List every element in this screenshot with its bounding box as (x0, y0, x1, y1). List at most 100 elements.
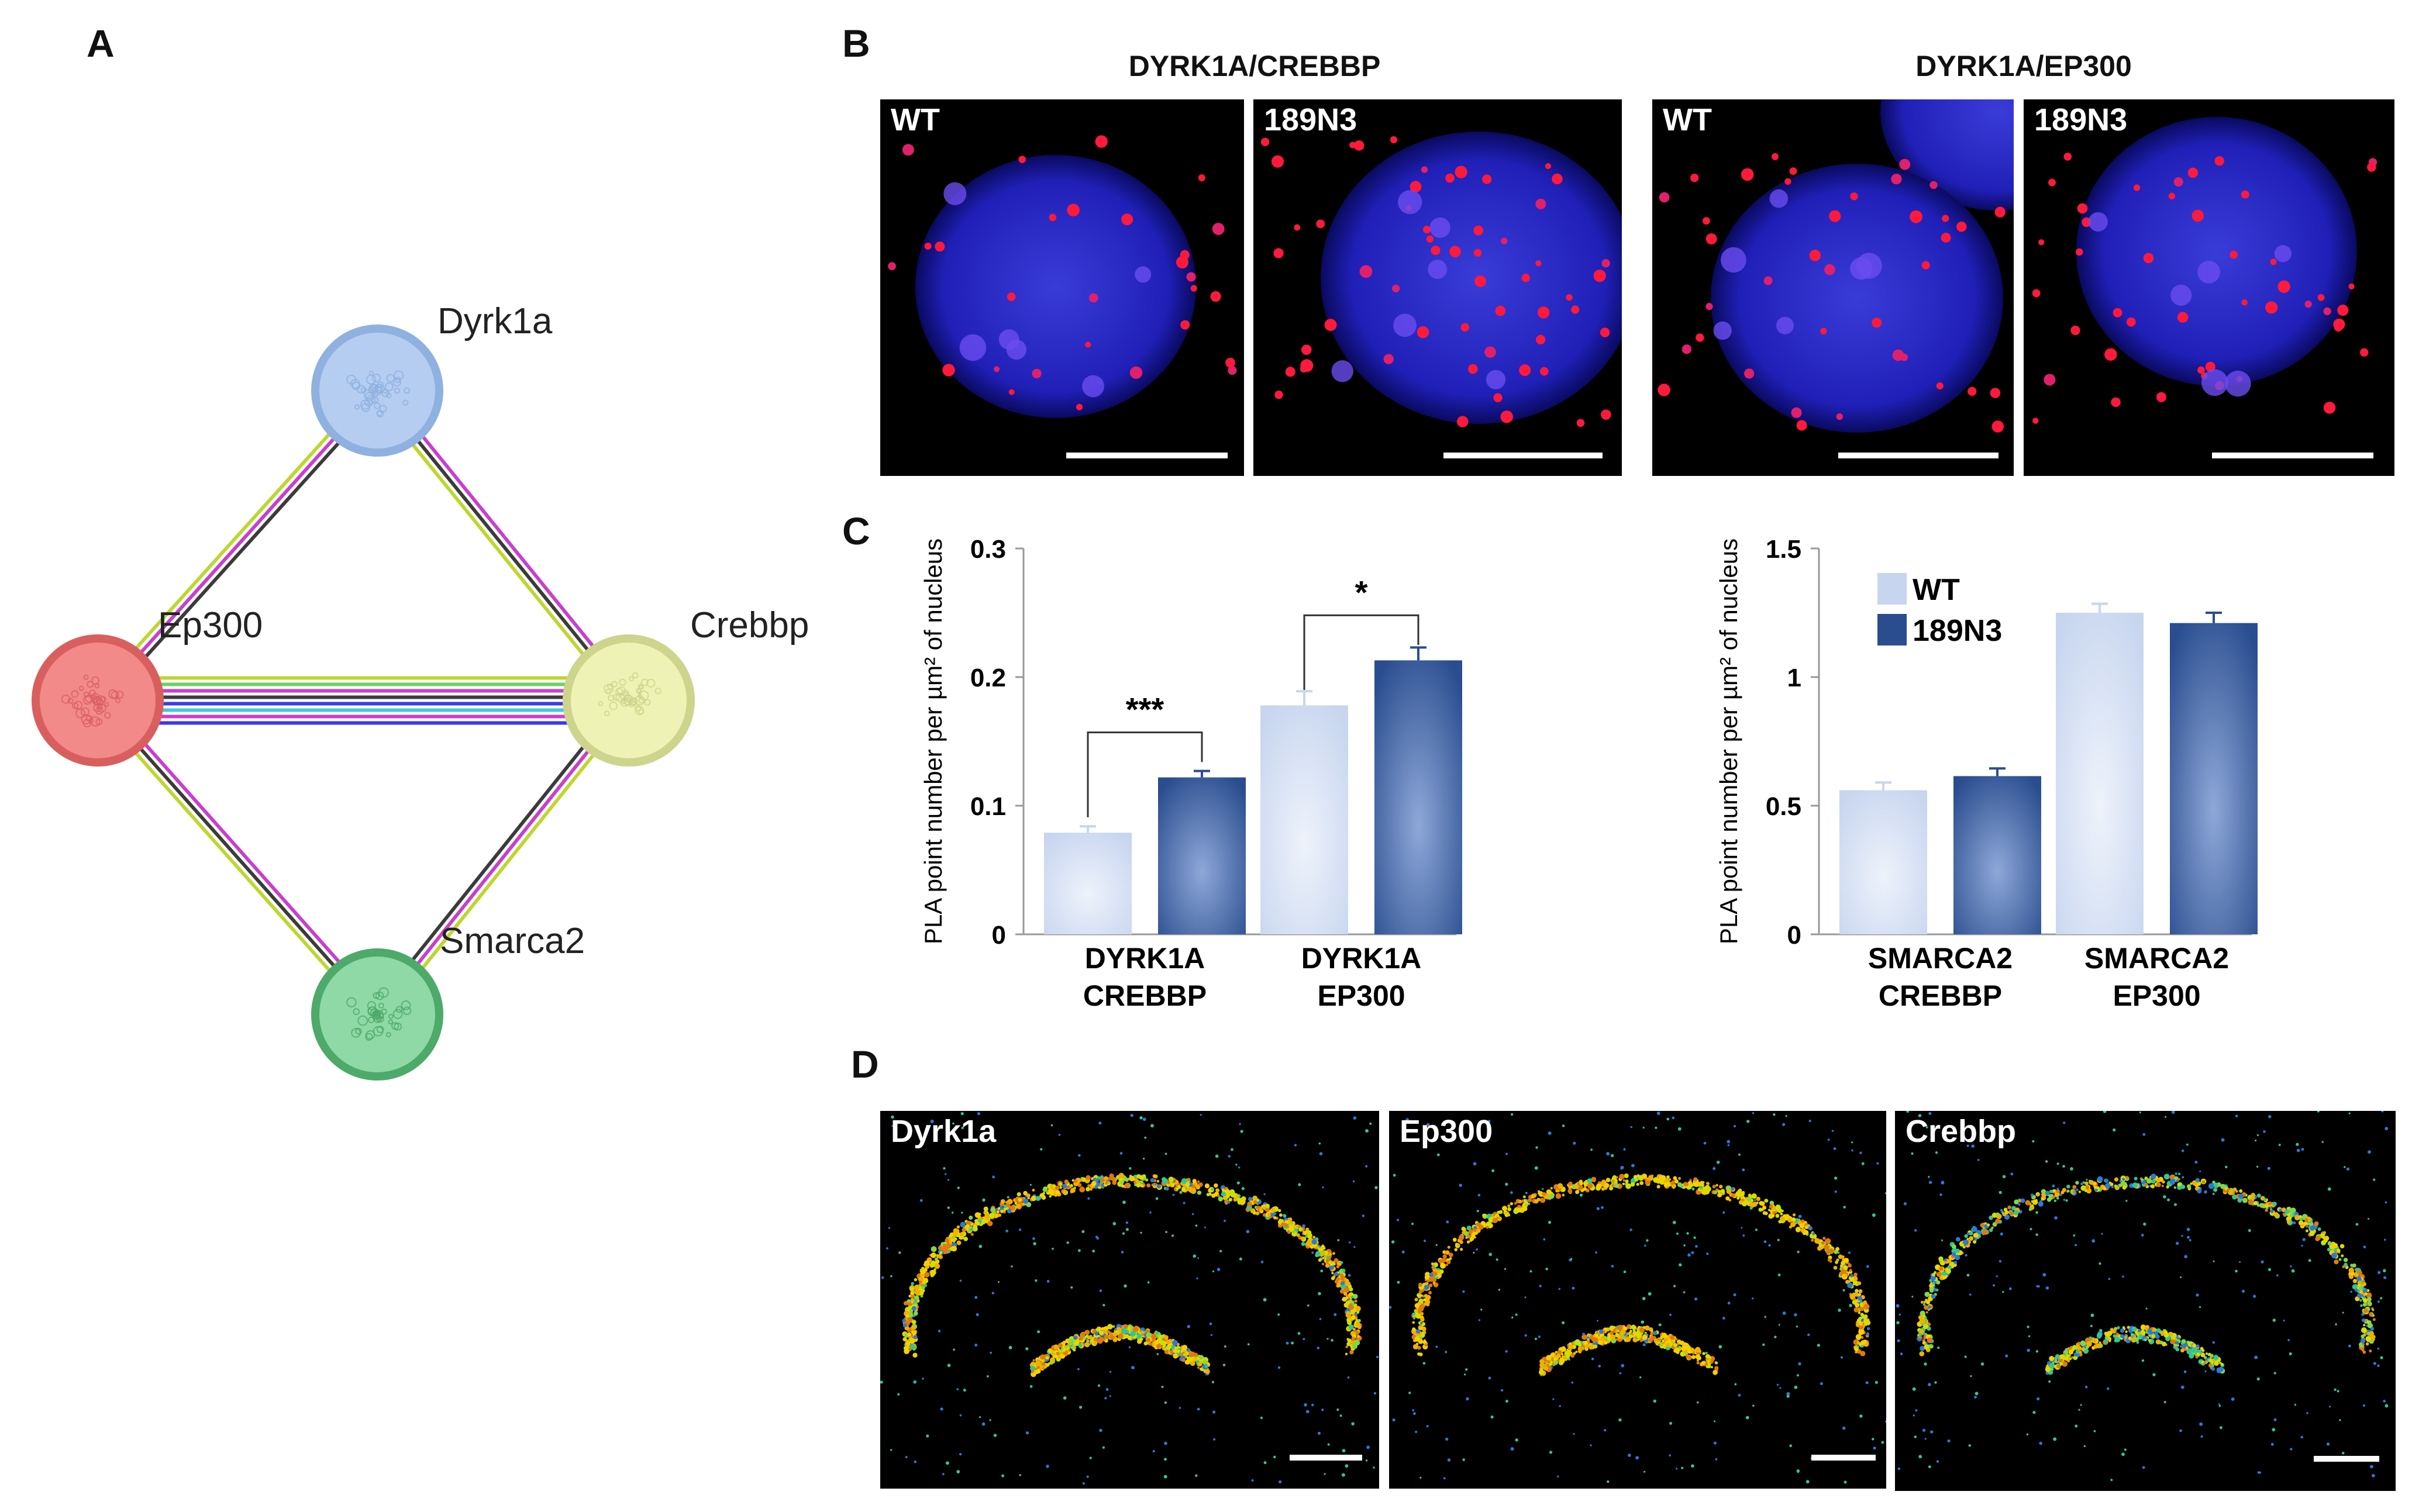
pla-dot (2038, 239, 2045, 246)
expression-dot (911, 1325, 915, 1330)
expression-dot (2144, 1182, 2148, 1186)
expression-dot (1924, 1292, 1930, 1297)
expression-dot (1853, 1292, 1859, 1297)
background-dot (1373, 1392, 1377, 1395)
expression-dot (1142, 1174, 1146, 1178)
expression-dot (1929, 1287, 1934, 1292)
scale-bar (1290, 1455, 1362, 1461)
expression-dot (1502, 1206, 1508, 1211)
background-dot (1125, 1221, 1129, 1224)
background-dot (1681, 1466, 1684, 1469)
background-dot (1727, 1302, 1731, 1305)
background-dot (1604, 1429, 1607, 1432)
expression-dot (1796, 1227, 1801, 1233)
background-dot (991, 1292, 995, 1294)
background-dot (1037, 1330, 1040, 1334)
pla-dot (2032, 289, 2041, 298)
expression-dot (1224, 1196, 1227, 1199)
expression-dot (1982, 1228, 1989, 1235)
background-dot (1078, 1154, 1081, 1157)
expression-dot (2055, 1354, 2060, 1359)
background-dot (2090, 1313, 2094, 1317)
expression-dot (1597, 1336, 1601, 1340)
expression-dot (2035, 1199, 2038, 1202)
hippocampus-expression (1896, 1111, 2389, 1482)
expression-dot (2361, 1348, 2365, 1352)
background-dot (1925, 1126, 1928, 1128)
expression-dot (1007, 1203, 1009, 1206)
background-dot (1231, 1148, 1233, 1151)
pla-dot (1421, 166, 1428, 173)
expression-dot (1342, 1296, 1348, 1302)
expression-dot (1154, 1340, 1159, 1345)
expression-dot (911, 1320, 916, 1324)
background-dot (1683, 1244, 1686, 1247)
background-dot (1653, 1399, 1657, 1403)
background-dot (1782, 1311, 1786, 1315)
pla-dot (1210, 291, 1221, 302)
expression-dot (909, 1318, 912, 1321)
background-dot (1412, 1409, 1415, 1411)
background-dot (1277, 1366, 1281, 1369)
hippocampus-image-dyrk1a: Dyrk1a (880, 1111, 1379, 1489)
expression-dot (2256, 1193, 2261, 1198)
expression-dot (1658, 1343, 1660, 1346)
background-dot (1477, 1193, 1481, 1197)
background-dot (1885, 1192, 1886, 1195)
expression-dot (908, 1305, 912, 1309)
background-dot (2199, 1170, 2201, 1173)
background-dot (2235, 1269, 2238, 1273)
pla-dot (1484, 346, 1496, 358)
background-dot (2065, 1199, 2068, 1202)
expression-dot (2305, 1229, 2308, 1233)
expression-dot (1336, 1283, 1341, 1288)
expression-dot (1169, 1339, 1173, 1343)
expression-dot (1758, 1207, 1763, 1212)
expression-dot (1159, 1334, 1163, 1339)
background-dot (2103, 1111, 2107, 1113)
expression-dot (1924, 1316, 1927, 1320)
pla-dot (1702, 217, 1710, 225)
expression-dot (1186, 1187, 1190, 1192)
background-dot (1246, 1230, 1250, 1234)
background-dot (1339, 1414, 1342, 1417)
background-dot (2302, 1238, 2306, 1241)
expression-dot (1420, 1294, 1423, 1297)
expression-dot (1053, 1344, 1059, 1349)
background-dot (1796, 1325, 1798, 1328)
expression-dot (1181, 1178, 1187, 1185)
expression-dot (2104, 1331, 2109, 1337)
pla-dot (1076, 403, 1083, 410)
category-label: CREBBP (1879, 979, 2002, 1012)
expression-dot (1417, 1313, 1421, 1317)
expression-dot (2117, 1326, 2120, 1330)
background-dot (1197, 1257, 1200, 1259)
background-dot (1733, 1125, 1736, 1128)
background-dot (947, 1363, 951, 1368)
expression-dot (1162, 1347, 1166, 1351)
expression-dot (1031, 1195, 1037, 1202)
background-dot (976, 1313, 979, 1317)
expression-dot (2352, 1263, 2356, 1268)
background-dot (1570, 1258, 1573, 1261)
background-dot (1619, 1372, 1622, 1375)
pla-dot (2214, 156, 2224, 166)
background-dot (1215, 1154, 1219, 1158)
background-dot (1672, 1220, 1676, 1224)
background-dot (1210, 1334, 1213, 1336)
background-dot (2370, 1465, 2373, 1469)
expression-dot (2120, 1328, 2125, 1333)
expression-dot (2018, 1203, 2021, 1206)
expression-dot (1461, 1227, 1466, 1231)
expression-dot (1825, 1238, 1831, 1244)
expression-dot (2108, 1340, 2111, 1342)
background-dot (1983, 1128, 1986, 1130)
expression-dot (2025, 1200, 2031, 1206)
expression-dot (911, 1306, 916, 1311)
expression-dot (2077, 1345, 2082, 1351)
background-dot (2008, 1287, 2012, 1290)
expression-dot (2356, 1293, 2362, 1299)
expression-dot (1156, 1184, 1161, 1189)
background-dot (2362, 1404, 2365, 1407)
background-dot (2385, 1127, 2389, 1131)
